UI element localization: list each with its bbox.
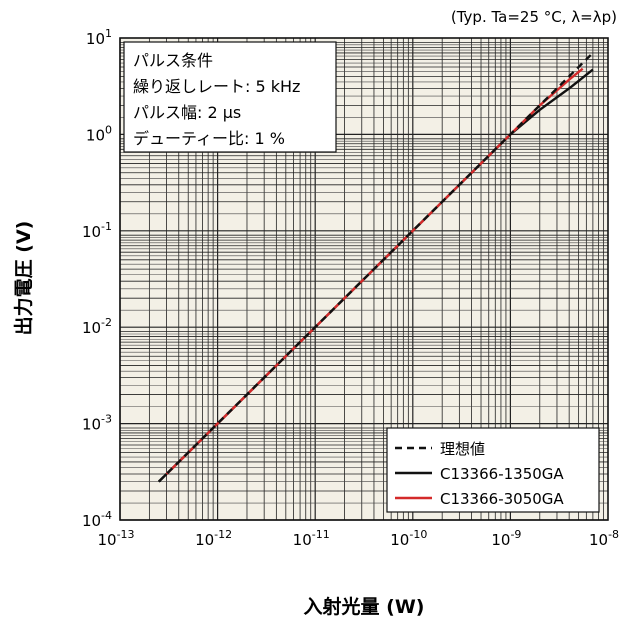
y-axis-title: 出力電圧 (V) [12, 221, 35, 336]
plot-frame [119, 37, 609, 521]
conditions-box-frame [123, 41, 337, 153]
x-tick-label: 10-12 [195, 528, 232, 549]
legend: 理想値 C13366-1350GA C13366-3050GA [386, 427, 600, 513]
conditions-box: パルス条件 繰り返しレート: 5 kHz パルス幅: 2 μs デューティー比:… [123, 41, 337, 153]
x-tick-base: 10 [293, 531, 312, 549]
x-tick-base: 10 [195, 531, 214, 549]
conditions-note: (Typ. Ta=25 °C, λ=λp) [451, 8, 617, 26]
y-tick-exponent: -1 [101, 220, 112, 233]
x-tick-exponent: -9 [510, 528, 521, 541]
y-tick-base: 10 [82, 319, 101, 337]
x-tick-labels: 10-13 10-12 10-11 10-10 10-9 10-8 [97, 528, 619, 549]
x-tick-base: 10 [390, 531, 409, 549]
series-line-ideal [157, 52, 594, 483]
y-tick-exponent: -3 [101, 413, 112, 426]
legend-label: 理想値 [440, 440, 485, 458]
y-tick-exponent: -4 [101, 509, 112, 522]
condition-line-3: パルス幅: 2 μs [133, 103, 241, 122]
y-tick-label: 101 [86, 27, 112, 48]
y-tick-label: 10-1 [82, 220, 112, 241]
x-tick-exponent: -10 [409, 528, 427, 541]
x-tick-label: 10-10 [390, 528, 427, 549]
series-lines [157, 52, 594, 483]
x-tick-base: 10 [97, 531, 116, 549]
x-tick-label: 10-13 [97, 528, 134, 549]
y-tick-exponent: 0 [105, 123, 112, 136]
y-tick-label: 10-2 [82, 316, 112, 337]
x-tick-base: 10 [589, 531, 608, 549]
x-tick-exponent: -12 [214, 528, 232, 541]
y-tick-base: 10 [82, 512, 101, 530]
y-tick-label: 10-3 [82, 413, 112, 434]
x-tick-label: 10-11 [293, 528, 330, 549]
y-tick-base: 10 [86, 126, 105, 144]
x-tick-exponent: -11 [312, 528, 330, 541]
condition-line-4: デューティー比: 1 % [133, 129, 285, 148]
y-tick-exponent: 1 [105, 27, 112, 40]
y-tick-base: 10 [86, 30, 105, 48]
x-tick-exponent: -8 [608, 528, 619, 541]
x-axis-title: 入射光量 (W) [304, 595, 425, 618]
legend-label: C13366-1350GA [440, 465, 564, 483]
x-tick-label: 10-8 [589, 528, 619, 549]
y-tick-label: 100 [86, 123, 112, 144]
condition-line-2: 繰り返しレート: 5 kHz [133, 77, 300, 96]
y-tick-base: 10 [82, 416, 101, 434]
legend-label: C13366-3050GA [440, 490, 564, 508]
y-tick-base: 10 [82, 223, 101, 241]
x-tick-label: 10-9 [491, 528, 521, 549]
y-tick-exponent: -2 [101, 316, 112, 329]
condition-line-1: パルス条件 [133, 51, 213, 70]
y-tick-label: 10-4 [82, 509, 112, 530]
x-tick-base: 10 [491, 531, 510, 549]
x-tick-exponent: -13 [117, 528, 135, 541]
